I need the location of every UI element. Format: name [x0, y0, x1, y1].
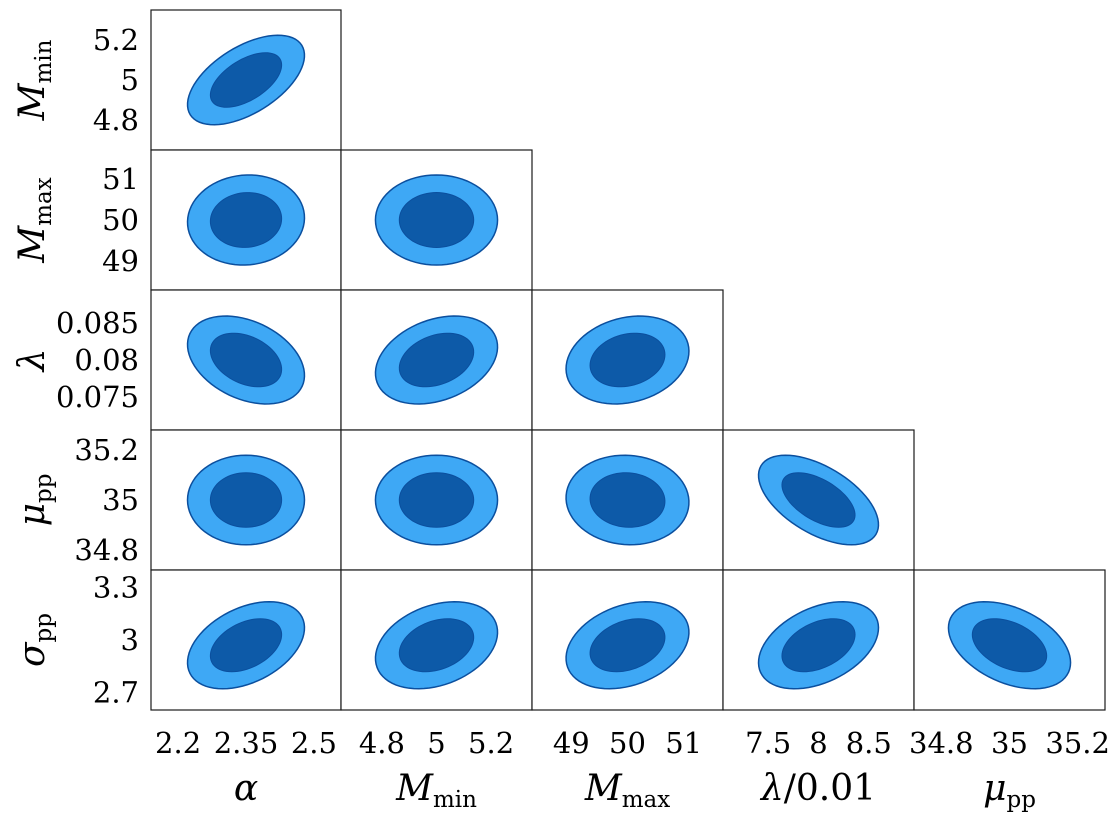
y-tick-label: 3	[121, 623, 139, 657]
axis-symbol: M	[395, 768, 434, 809]
axis-subscript: min	[31, 39, 57, 83]
y-tick-label: 0.085	[56, 306, 139, 340]
axis-symbol: λ	[759, 768, 784, 809]
x-tick-label: 5.2	[468, 726, 514, 760]
panel-Mmin-lambda	[340, 289, 533, 431]
contour-1sigma	[209, 618, 283, 673]
y-tick-label: 35	[102, 483, 139, 517]
panel-alpha-mu_pp	[150, 429, 342, 571]
x-tick-label: 35.2	[1045, 726, 1110, 760]
x-tick-label: 2.5	[291, 726, 337, 760]
y-tick-label: 51	[102, 162, 139, 196]
contour-1sigma	[209, 472, 283, 528]
y-tick-label: 34.8	[74, 533, 139, 567]
axis-symbol: M	[12, 82, 53, 121]
contour-1sigma	[781, 472, 856, 528]
contour-1sigma	[971, 618, 1048, 673]
contour-1sigma	[398, 192, 475, 248]
panel-alpha-Mmin	[150, 9, 342, 151]
axis-suffix: /0.01	[784, 768, 876, 809]
axis-subscript: max	[31, 177, 57, 226]
y-axis-label-Mmin: Mmin	[12, 39, 57, 121]
x-tick-label: 7.5	[745, 726, 791, 760]
y-tick-label: 0.08	[74, 343, 139, 377]
x-tick-label: 2.2	[155, 726, 201, 760]
y-tick-label: 4.8	[93, 103, 139, 137]
panel-mu_pp-sigma_pp	[913, 569, 1106, 711]
panel-Mmin-Mmax	[340, 149, 533, 291]
y-tick-label: 5	[121, 63, 139, 97]
x-axis-label-Mmin: Mmin	[395, 768, 477, 813]
axis-symbol: M	[584, 768, 623, 809]
x-tick-label: 8	[809, 726, 827, 760]
contour-1sigma	[781, 618, 856, 673]
x-axis-label-alpha: α	[234, 768, 258, 809]
y-tick-label: 50	[102, 203, 139, 237]
panel-alpha-sigma_pp	[150, 569, 342, 711]
x-axis-labels: α Mmin Mmax λ/0.01 μpp	[234, 768, 1036, 813]
y-tick-label: 3.3	[93, 571, 139, 605]
axis-symbol: M	[12, 225, 53, 264]
axis-subscript: max	[622, 787, 671, 813]
corner-panels	[150, 9, 1106, 711]
panel-lambda-sigma_pp	[722, 569, 915, 711]
axis-subscript: pp	[1006, 787, 1035, 813]
axis-symbol: μ	[12, 503, 53, 526]
y-tick-label: 49	[102, 244, 139, 278]
x-tick-label: 8.5	[846, 726, 892, 760]
axis-symbol: α	[234, 768, 258, 809]
contour-1sigma	[209, 332, 283, 388]
y-axis-label-lambda: λ	[12, 349, 53, 374]
panel-Mmin-mu_pp	[340, 429, 533, 571]
x-tick-label: 35	[991, 726, 1028, 760]
y-axis-label-sigma_pp: σpp	[12, 613, 57, 667]
axis-symbol: μ	[983, 768, 1006, 809]
x-tick-label: 4.8	[359, 726, 405, 760]
x-tick-label: 2.35	[214, 726, 279, 760]
axis-symbol: σ	[12, 641, 53, 667]
x-tick-label: 49	[553, 726, 590, 760]
axis-subscript: min	[433, 787, 477, 813]
panel-Mmin-sigma_pp	[340, 569, 533, 711]
axis-subscript: pp	[31, 613, 57, 642]
panel-frame	[913, 569, 1106, 711]
contour-1sigma	[209, 192, 283, 248]
contour-1sigma	[398, 618, 475, 673]
axis-symbol: λ	[12, 349, 53, 374]
y-tick-label: 35.2	[74, 433, 139, 467]
x-tick-label: 51	[665, 726, 702, 760]
panel-Mmax-lambda	[531, 289, 724, 431]
x-tick-label: 5	[427, 726, 445, 760]
y-axis-label-mu_pp: μpp	[12, 474, 57, 527]
axis-subscript: pp	[31, 474, 57, 503]
panel-alpha-Mmax	[150, 149, 342, 291]
x-axis-label-Mmax: Mmax	[584, 768, 670, 813]
x-axis-label-lambda: λ/0.01	[759, 768, 876, 809]
panel-lambda-mu_pp	[722, 429, 915, 571]
x-tick-label: 50	[609, 726, 646, 760]
y-tick-label: 5.2	[93, 23, 139, 57]
contour-1sigma	[589, 618, 666, 673]
x-tick-labels: 2.2 2.35 2.5 4.8 5 5.2 49 50 51 7.5 8 8.5 34.8 35 35.2	[155, 726, 1110, 760]
contour-1sigma	[589, 472, 666, 528]
y-axis-label-Mmax: Mmax	[12, 177, 57, 263]
contour-1sigma	[398, 472, 475, 528]
contour-1sigma	[398, 332, 475, 388]
y-tick-label: 2.7	[93, 676, 139, 710]
x-tick-label: 34.8	[909, 726, 974, 760]
panel-alpha-lambda	[150, 289, 342, 431]
contour-1sigma	[209, 52, 283, 108]
x-axis-label-mu_pp: μpp	[983, 768, 1036, 813]
panel-Mmax-mu_pp	[531, 429, 724, 571]
y-tick-label: 0.075	[56, 380, 139, 414]
panel-Mmax-sigma_pp	[531, 569, 724, 711]
contour-1sigma	[589, 332, 666, 388]
